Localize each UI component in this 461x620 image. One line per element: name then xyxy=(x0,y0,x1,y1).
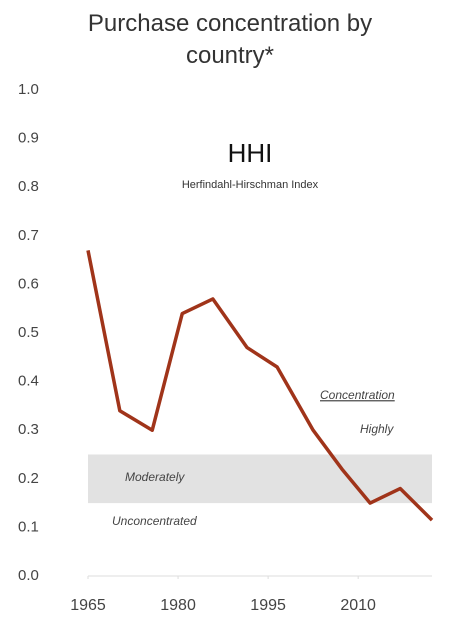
annotation: Concentration xyxy=(320,388,395,402)
chart-subtitle: HHI xyxy=(227,138,273,168)
x-tick-label: 2010 xyxy=(340,597,376,614)
annotation: Highly xyxy=(360,422,394,436)
x-tick-label: 1995 xyxy=(250,597,286,614)
y-tick-label: 0.6 xyxy=(18,275,39,292)
line xyxy=(86,250,434,522)
x-tick-label: 1965 xyxy=(70,597,106,614)
y-tick-label: 0.2 xyxy=(18,470,39,487)
annotation: Moderately xyxy=(125,470,185,484)
y-tick-label: 0.8 xyxy=(18,178,39,195)
y-tick-label: 0.9 xyxy=(18,130,39,147)
annotation: Unconcentrated xyxy=(112,514,197,528)
y-tick-label: 0.3 xyxy=(18,421,39,438)
y-tick-label: 0.0 xyxy=(18,567,39,584)
y-tick-label: 0.4 xyxy=(18,373,39,390)
band xyxy=(88,454,432,504)
y-tick-label: 0.5 xyxy=(18,324,39,341)
subtitle-note: Herfindahl-Hirschman Index xyxy=(181,179,319,191)
y-tick-label: 0.7 xyxy=(18,227,39,244)
y-tick-label: 0.1 xyxy=(18,518,39,535)
x-tick-label: 1980 xyxy=(160,597,196,614)
chart-title: Purchase concentration by country* xyxy=(87,10,373,69)
y-tick-label: 1.0 xyxy=(18,81,39,98)
